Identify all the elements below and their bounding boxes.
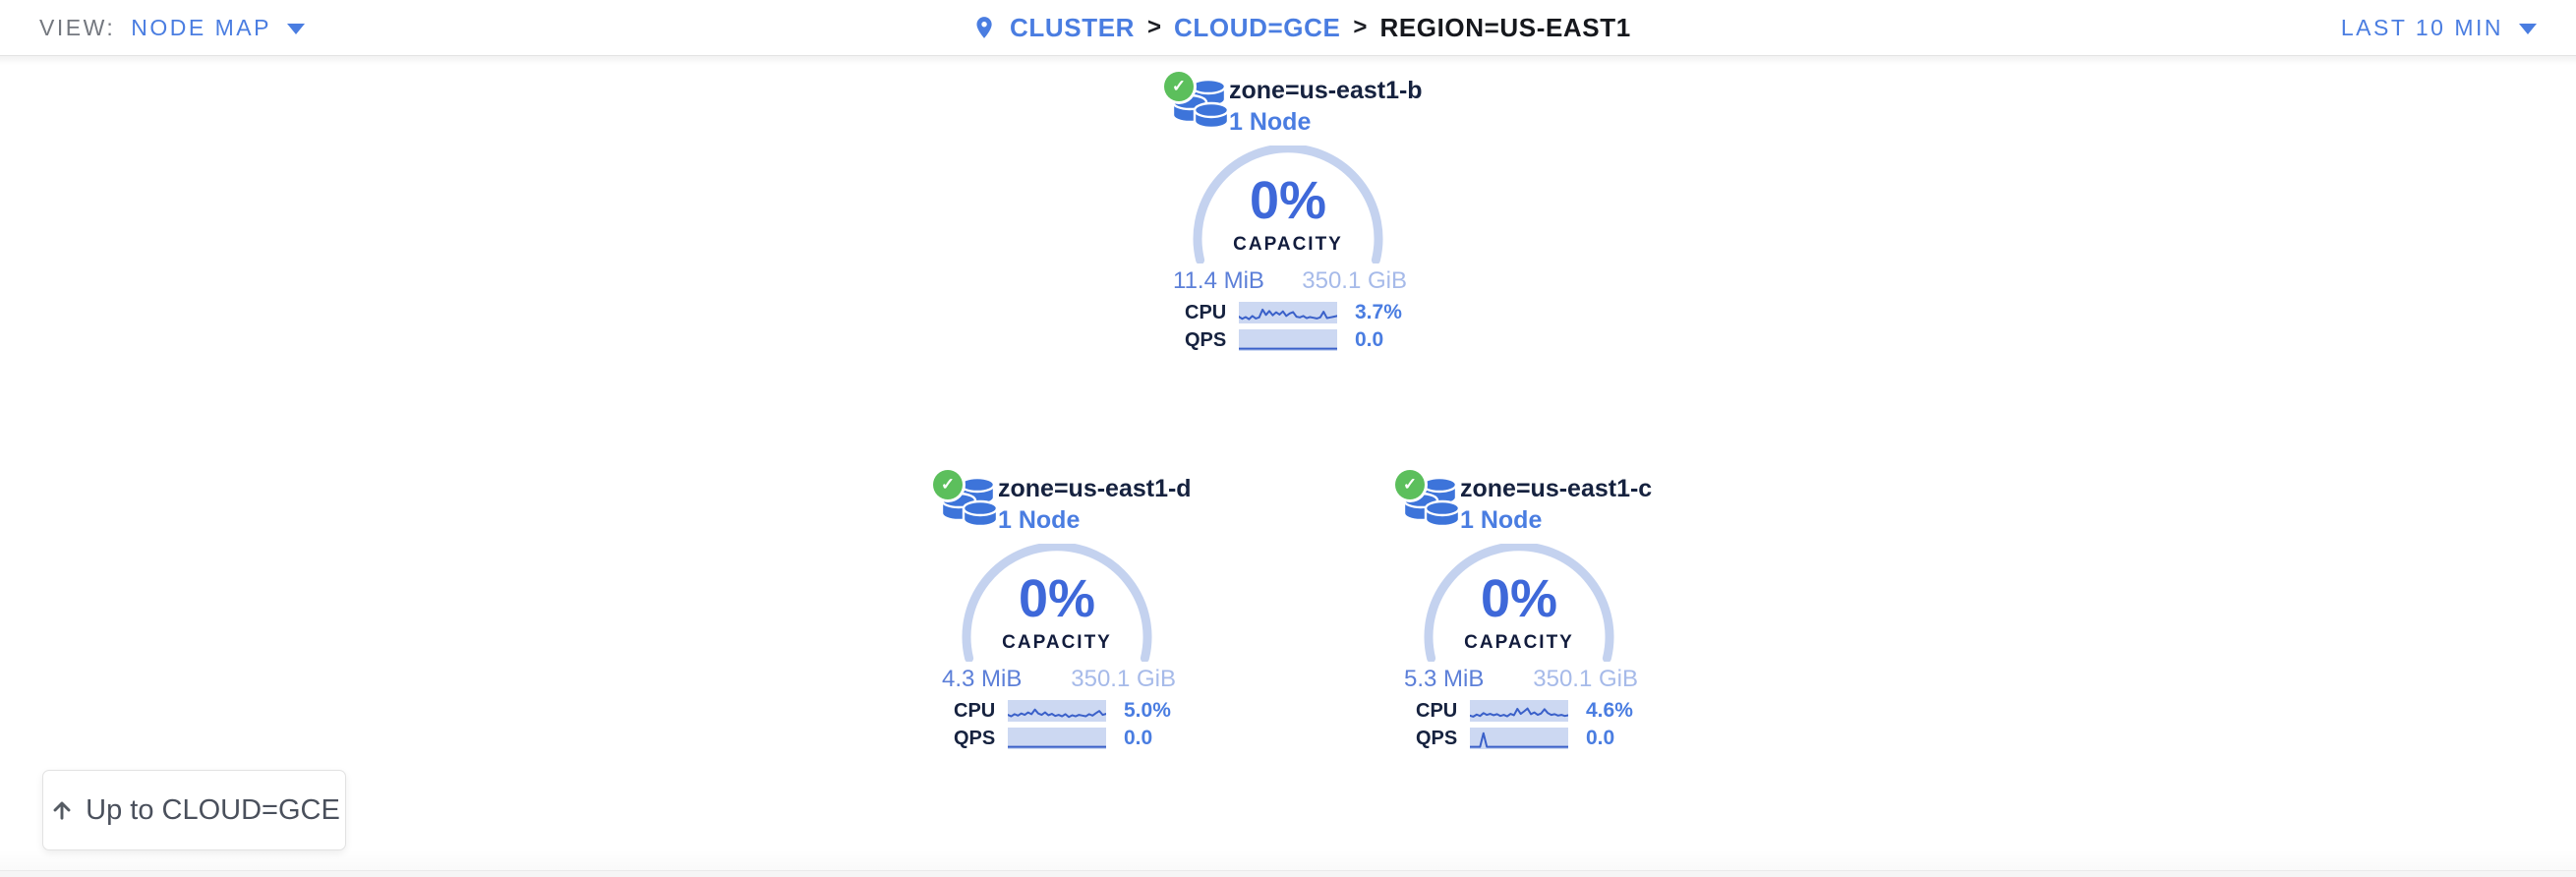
capacity-arc <box>1424 544 1614 662</box>
cpu-label: CPU <box>954 699 996 722</box>
zone-card-us-east1-c[interactable]: ✓ zone=us-east1-c 1 Node 0% CAPACITY 5.3… <box>1372 465 1667 760</box>
qps-sparkline <box>1470 728 1568 749</box>
capacity-gauge: 0% CAPACITY <box>959 544 1155 662</box>
capacity-percent: 0% <box>1018 569 1096 628</box>
view-selector[interactable]: VIEW: NODE MAP <box>39 0 305 55</box>
qps-label: QPS <box>1416 727 1458 749</box>
qps-row: QPS 0.0 <box>1416 726 1614 751</box>
capacity-used: 5.3 MiB <box>1404 666 1485 692</box>
qps-sparkline <box>1008 728 1106 749</box>
view-label: VIEW: <box>39 14 116 40</box>
breadcrumb-cloud-gce[interactable]: CLOUD=GCE <box>1174 12 1341 42</box>
capacity-values-row: 4.3 MiB 350.1 GiB <box>942 666 1176 693</box>
capacity-label: CAPACITY <box>1002 632 1112 653</box>
status-ok-check-icon: ✓ <box>933 470 963 499</box>
qps-value: 0.0 <box>1124 727 1153 749</box>
qps-row: QPS 0.0 <box>954 726 1152 751</box>
status-ok-check-icon: ✓ <box>1164 72 1194 101</box>
cpu-row: CPU 5.0% <box>954 698 1171 724</box>
zone-card-us-east1-d[interactable]: ✓ zone=us-east1-d 1 Node 0% CAPACITY 4.3… <box>909 465 1204 760</box>
capacity-label: CAPACITY <box>1233 234 1343 255</box>
capacity-total: 350.1 GiB <box>1533 666 1638 692</box>
database-stack-icon <box>1402 477 1461 528</box>
zone-name: zone=us-east1-c <box>1460 475 1653 502</box>
capacity-arc <box>962 544 1152 662</box>
up-to-parent-label: Up to CLOUD=GCE <box>86 793 340 826</box>
capacity-values-row: 11.4 MiB 350.1 GiB <box>1173 267 1407 295</box>
map-bottom-edge <box>0 870 2576 877</box>
qps-label: QPS <box>1185 328 1227 351</box>
map-pin-icon <box>976 17 992 38</box>
capacity-percent: 0% <box>1480 569 1558 628</box>
cpu-sparkline <box>1008 700 1106 722</box>
qps-row: QPS 0.0 <box>1185 327 1383 353</box>
breadcrumb-separator: > <box>1147 14 1162 40</box>
cpu-value: 5.0% <box>1124 699 1171 722</box>
capacity-used: 4.3 MiB <box>942 666 1023 692</box>
view-selected-value[interactable]: NODE MAP <box>131 14 271 40</box>
zone-card-us-east1-b[interactable]: ✓ zone=us-east1-b 1 Node 0% CAPACITY 11.… <box>1141 67 1435 362</box>
arrow-up-icon <box>53 801 71 820</box>
qps-sparkline <box>1239 329 1337 351</box>
qps-value: 0.0 <box>1586 727 1615 749</box>
cpu-sparkline <box>1239 302 1337 323</box>
capacity-values-row: 5.3 MiB 350.1 GiB <box>1404 666 1638 693</box>
map-bottom-fade <box>0 849 2576 871</box>
zone-name: zone=us-east1-d <box>998 475 1192 502</box>
cpu-row: CPU 3.7% <box>1185 300 1402 325</box>
breadcrumb-separator: > <box>1353 14 1368 40</box>
capacity-gauge: 0% CAPACITY <box>1190 146 1386 263</box>
cpu-label: CPU <box>1416 699 1458 722</box>
cpu-value: 4.6% <box>1586 699 1633 722</box>
time-range-selector[interactable]: LAST 10 MIN <box>2341 0 2537 55</box>
capacity-gauge: 0% CAPACITY <box>1421 544 1617 662</box>
qps-value: 0.0 <box>1355 328 1384 351</box>
cpu-label: CPU <box>1185 301 1227 323</box>
capacity-total: 350.1 GiB <box>1071 666 1176 692</box>
qps-label: QPS <box>954 727 996 749</box>
time-range-value[interactable]: LAST 10 MIN <box>2340 14 2503 40</box>
breadcrumb-region-current: REGION=US-EAST1 <box>1379 12 1631 42</box>
status-ok-check-icon: ✓ <box>1395 470 1425 499</box>
capacity-arc <box>1193 146 1383 263</box>
capacity-total: 350.1 GiB <box>1302 267 1407 294</box>
cpu-value: 3.7% <box>1355 301 1402 323</box>
zone-name: zone=us-east1-b <box>1229 77 1423 104</box>
up-to-parent-button[interactable]: Up to CLOUD=GCE <box>42 770 346 850</box>
cpu-row: CPU 4.6% <box>1416 698 1633 724</box>
top-bar: VIEW: NODE MAP CLUSTER > CLOUD=GCE > REG… <box>0 0 2576 56</box>
capacity-percent: 0% <box>1249 171 1327 230</box>
chevron-down-icon[interactable] <box>2519 23 2537 34</box>
capacity-label: CAPACITY <box>1464 632 1574 653</box>
chevron-down-icon[interactable] <box>286 23 305 34</box>
breadcrumb: CLUSTER > CLOUD=GCE > REGION=US-EAST1 <box>971 0 1631 55</box>
breadcrumb-cluster[interactable]: CLUSTER <box>1010 12 1136 42</box>
zone-node-count: 1 Node <box>1460 506 1543 534</box>
header-shadow <box>0 56 2576 65</box>
cpu-sparkline <box>1470 700 1568 722</box>
zone-node-count: 1 Node <box>998 506 1081 534</box>
zone-node-count: 1 Node <box>1229 108 1312 136</box>
capacity-used: 11.4 MiB <box>1173 267 1264 294</box>
